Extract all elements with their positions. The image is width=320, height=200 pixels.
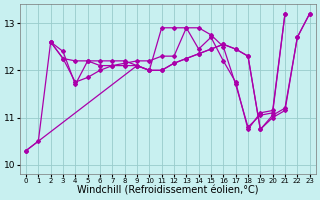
X-axis label: Windchill (Refroidissement éolien,°C): Windchill (Refroidissement éolien,°C)	[77, 186, 259, 196]
